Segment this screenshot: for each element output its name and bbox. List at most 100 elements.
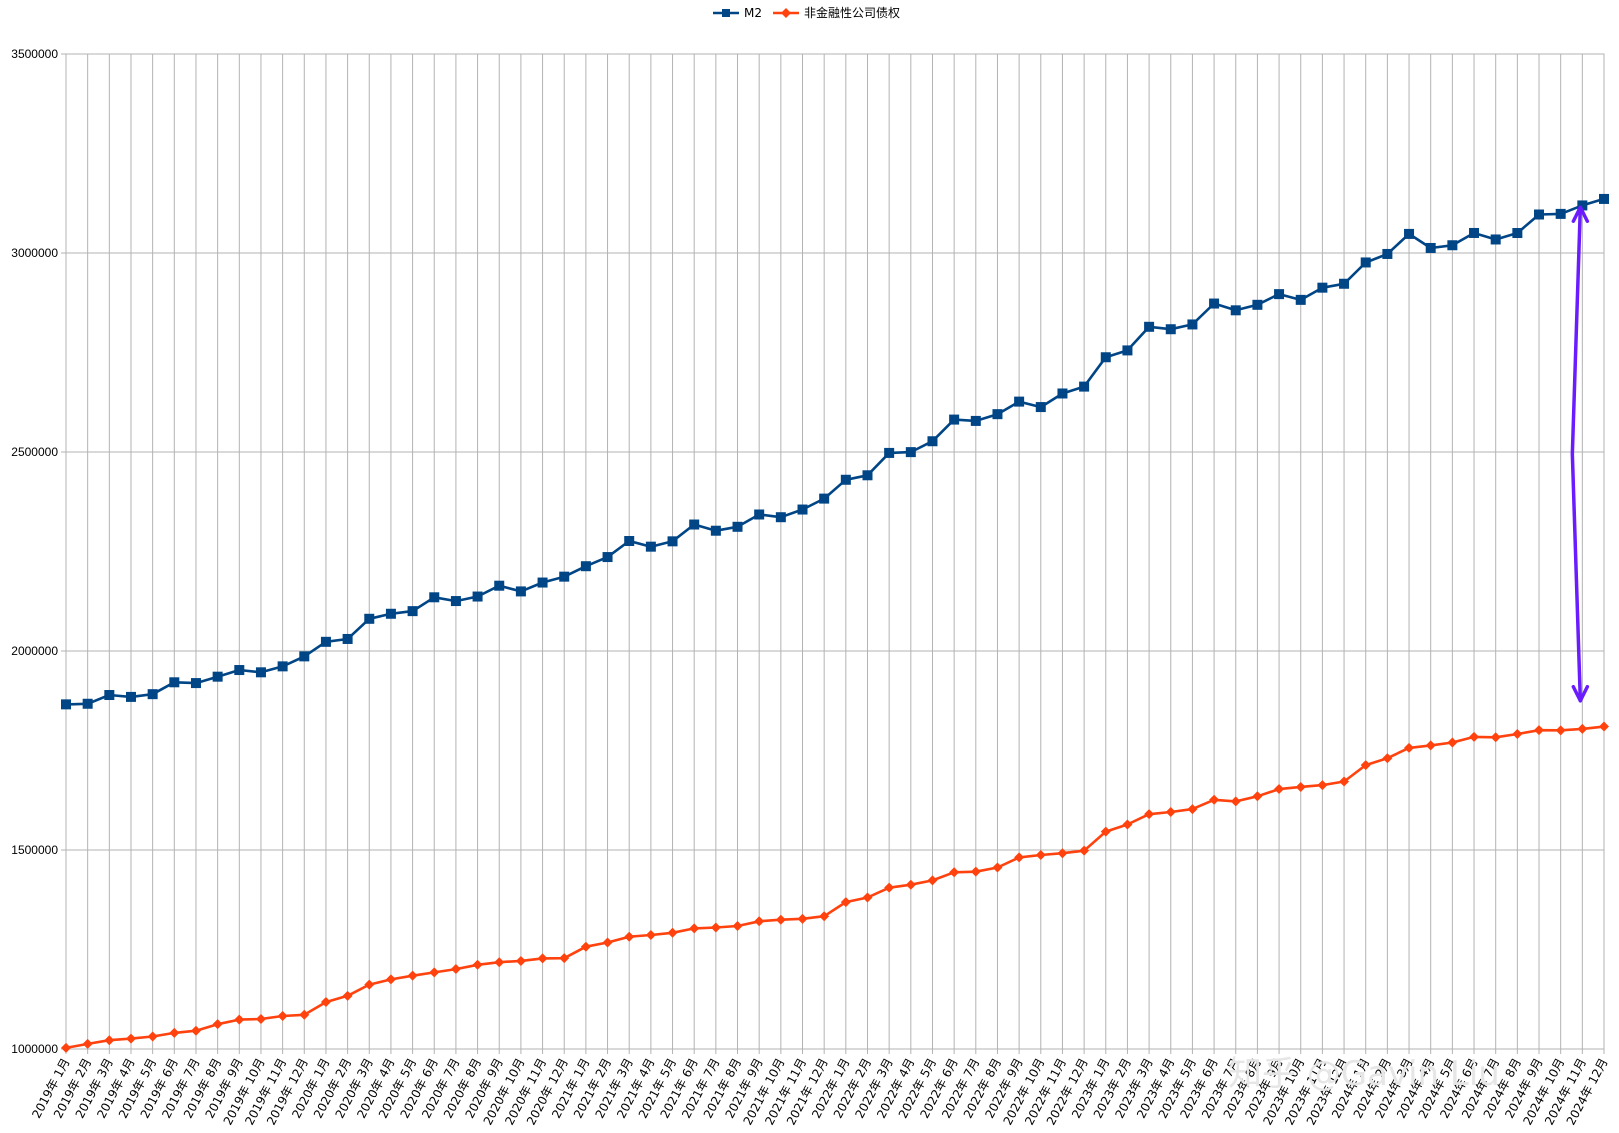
data-point [61, 1042, 71, 1053]
y-tick-label: 1500000 [11, 843, 58, 857]
data-point [299, 651, 310, 662]
data-point [472, 959, 483, 970]
data-point [970, 415, 981, 426]
data-point [1274, 784, 1285, 795]
data-point [1447, 240, 1458, 251]
data-point [992, 409, 1003, 420]
y-axis-ticks: 1000000 1500000 2000000 2500000 3000000 35000… [11, 47, 66, 1056]
data-point [1295, 294, 1306, 305]
data-point [1122, 819, 1133, 830]
data-point [1079, 845, 1090, 856]
data-point [1014, 396, 1025, 407]
data-point [234, 665, 245, 676]
data-point [1490, 732, 1501, 743]
data-point [320, 636, 331, 647]
data-point [1382, 753, 1393, 764]
data-point [559, 571, 570, 582]
data-point [212, 671, 223, 682]
data-point [667, 536, 678, 547]
data-point [797, 913, 808, 924]
data-point [1599, 193, 1609, 204]
data-point [1057, 388, 1068, 399]
data-point [645, 930, 656, 941]
data-point [970, 866, 981, 877]
data-point [472, 591, 483, 602]
data-point [494, 580, 505, 591]
data-point [169, 677, 180, 688]
data-point [1339, 278, 1350, 289]
data-point [1230, 796, 1241, 807]
data-point [125, 691, 136, 702]
data-point [667, 927, 678, 938]
data-point [1079, 381, 1090, 392]
data-point [949, 414, 960, 425]
data-point [1360, 257, 1371, 268]
data-point [1252, 299, 1263, 310]
data-point [320, 997, 331, 1008]
data-point [1187, 804, 1198, 815]
legend-label: 非金融性公司债权 [804, 5, 900, 20]
data-point [862, 470, 873, 481]
data-point [927, 436, 938, 447]
data-point [255, 667, 266, 678]
legend: M2 非金融性公司债权 [713, 5, 900, 20]
data-point [1512, 729, 1523, 740]
data-point [169, 1027, 180, 1038]
data-point [1100, 352, 1111, 363]
data-point [840, 474, 851, 485]
data-point [1209, 794, 1220, 805]
data-point [1599, 721, 1609, 732]
data-point [689, 519, 700, 530]
data-point [602, 552, 613, 563]
data-point [1252, 791, 1263, 802]
data-point [515, 955, 526, 966]
data-point [1382, 248, 1393, 259]
data-point [342, 990, 353, 1001]
y-tick-label: 1000000 [11, 1042, 58, 1056]
y-tick-label: 2500000 [11, 445, 58, 459]
data-point [1577, 200, 1588, 211]
data-point [797, 504, 808, 515]
data-point [1339, 776, 1350, 787]
data-point [277, 1011, 288, 1022]
data-point [775, 512, 786, 523]
data-point [1317, 282, 1328, 293]
double-arrow-shaft [1570, 205, 1583, 703]
data-point [710, 525, 721, 536]
data-point [1534, 725, 1545, 736]
data-point [450, 596, 461, 607]
data-point [1404, 742, 1415, 753]
data-point [1577, 723, 1588, 734]
data-point [905, 879, 916, 890]
data-point [580, 561, 591, 572]
data-point [905, 447, 916, 458]
data-point [104, 1035, 115, 1046]
data-point [1425, 242, 1436, 253]
data-point [1035, 402, 1046, 413]
data-point [407, 970, 418, 981]
data-point [1469, 731, 1480, 742]
data-point [190, 678, 201, 689]
legend-marker [722, 9, 730, 17]
data-point [602, 937, 613, 948]
data-point [732, 920, 743, 931]
arrow-head-down [1571, 685, 1590, 703]
data-point [819, 493, 830, 504]
data-point [732, 521, 743, 532]
data-point [1295, 781, 1306, 792]
data-point [125, 1033, 136, 1044]
data-point [385, 974, 396, 985]
plot-area [65, 53, 1605, 1050]
data-point [1122, 345, 1133, 356]
data-point [1469, 227, 1480, 238]
data-point [407, 606, 418, 617]
series-m2 [61, 193, 1609, 710]
data-point [949, 867, 960, 878]
data-point [429, 967, 440, 978]
data-point [689, 923, 700, 934]
data-point [147, 1031, 158, 1042]
data-point [927, 875, 938, 886]
data-point [212, 1019, 223, 1030]
y-tick-label: 3500000 [11, 47, 58, 61]
